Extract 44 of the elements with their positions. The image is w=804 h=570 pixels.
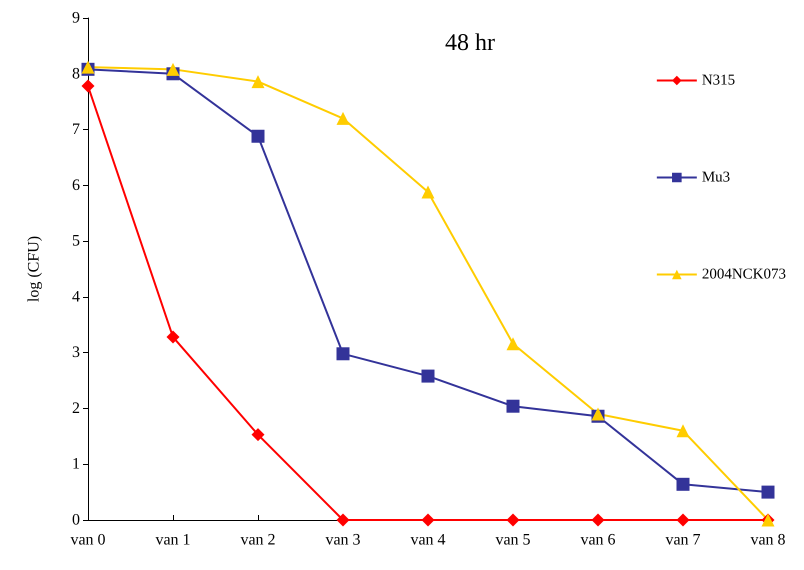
y-tick-label: 7 [72,121,80,138]
point [252,75,264,88]
x-tick-label: van 6 [580,532,616,548]
point [506,400,520,413]
x-tick-label: van 8 [750,532,786,548]
point [676,514,690,526]
point [252,428,264,442]
x-tick-label: van 2 [240,532,276,548]
y-tick-label: 5 [72,232,80,250]
legend-label: 2004NCK073 [702,266,786,282]
point [506,337,520,350]
y-tick-label: 6 [72,176,80,194]
point [82,80,94,93]
point [336,112,350,125]
y-tick-label: 9 [72,10,80,26]
legend-label: N315 [702,72,736,88]
point [676,478,690,491]
point [422,186,434,199]
point [422,514,434,526]
x-tick-label: van 3 [325,532,361,548]
point [166,62,180,76]
x-tick-label: van 0 [70,532,106,548]
x-tick-label: van 4 [410,532,446,548]
point [506,514,520,526]
point [422,370,434,383]
y-tick-label: 0 [72,512,80,528]
y-tick-label: 8 [72,65,80,82]
point [762,486,774,499]
x-tick-label: van 5 [495,532,531,548]
y-tick-label: 2 [72,400,80,417]
point [336,514,350,526]
y-tick-label: 4 [72,288,80,306]
x-tick-label: van 7 [665,532,701,548]
point [336,347,350,360]
y-axis-title: log (CFU) [26,236,42,302]
point [676,424,690,438]
y-tick-label: 1 [72,456,80,473]
point [592,514,604,526]
legend-label: Mu3 [702,170,730,186]
point [166,330,180,344]
x-tick-label: van 1 [155,532,191,548]
point [252,130,264,143]
text: 48 hr [445,30,495,56]
y-tick-label: 3 [72,344,80,362]
